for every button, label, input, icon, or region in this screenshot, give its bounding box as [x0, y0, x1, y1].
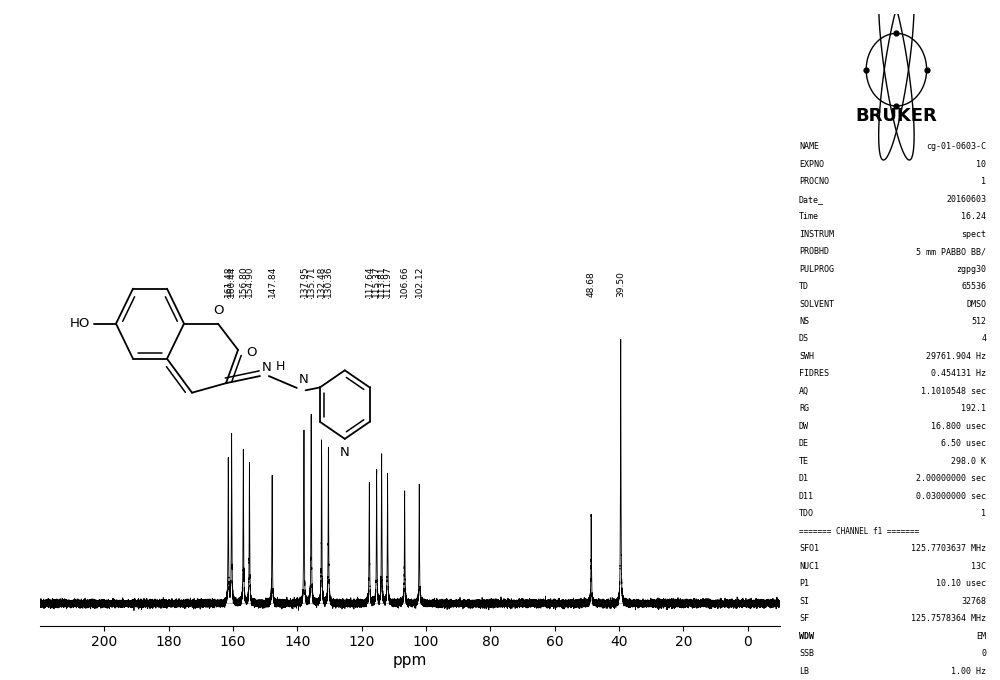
- Text: 137.95: 137.95: [299, 265, 308, 296]
- Text: 125.7578364 MHz: 125.7578364 MHz: [911, 614, 986, 623]
- Text: N: N: [298, 373, 308, 386]
- Text: 6.50 usec: 6.50 usec: [941, 439, 986, 448]
- Text: DMSO: DMSO: [966, 299, 986, 309]
- Text: SI: SI: [799, 596, 809, 606]
- Text: 512: 512: [971, 317, 986, 326]
- Text: SSB: SSB: [799, 649, 814, 658]
- Text: 102.12: 102.12: [415, 265, 424, 296]
- Text: INSTRUM: INSTRUM: [799, 230, 834, 239]
- Text: 106.66: 106.66: [400, 265, 409, 296]
- Text: SF: SF: [799, 614, 809, 623]
- Text: D1: D1: [799, 475, 809, 483]
- Text: 48.68: 48.68: [587, 271, 596, 296]
- Text: P1: P1: [799, 579, 809, 588]
- Text: O: O: [214, 304, 224, 317]
- Text: 132.48: 132.48: [317, 265, 326, 296]
- Text: PULPROG: PULPROG: [799, 265, 834, 273]
- Text: 4: 4: [981, 335, 986, 343]
- Text: 29761.904 Hz: 29761.904 Hz: [926, 352, 986, 361]
- Text: D11: D11: [799, 492, 814, 500]
- Text: EM: EM: [976, 632, 986, 641]
- Text: 192.1: 192.1: [961, 405, 986, 413]
- Text: PROCNO: PROCNO: [799, 177, 829, 186]
- Text: 1.1010548 sec: 1.1010548 sec: [921, 387, 986, 396]
- Text: 10: 10: [976, 160, 986, 169]
- Text: LB: LB: [799, 666, 809, 676]
- Text: 0.03000000 sec: 0.03000000 sec: [916, 492, 986, 500]
- Text: 1: 1: [981, 509, 986, 518]
- Text: 20160603: 20160603: [946, 194, 986, 204]
- Text: SWH: SWH: [799, 352, 814, 361]
- Text: 125.7703637 MHz: 125.7703637 MHz: [911, 544, 986, 554]
- Text: 2.00000000 sec: 2.00000000 sec: [916, 475, 986, 483]
- Text: AQ: AQ: [799, 387, 809, 396]
- Text: 135.71: 135.71: [307, 265, 316, 296]
- Text: RG: RG: [799, 405, 809, 413]
- Text: TDO: TDO: [799, 509, 814, 518]
- Text: DS: DS: [799, 335, 809, 343]
- Text: TE: TE: [799, 457, 809, 466]
- Text: 161.48: 161.48: [224, 265, 233, 296]
- Text: 117.64: 117.64: [365, 265, 374, 296]
- Text: zgpg30: zgpg30: [956, 265, 986, 273]
- Text: ======= CHANNEL f1 =======: ======= CHANNEL f1 =======: [799, 527, 919, 536]
- Text: FIDRES: FIDRES: [799, 369, 829, 379]
- Text: TD: TD: [799, 282, 809, 291]
- X-axis label: ppm: ppm: [393, 653, 427, 668]
- Text: NUC1: NUC1: [799, 562, 819, 571]
- Text: 65536: 65536: [961, 282, 986, 291]
- Text: BRUKER: BRUKER: [856, 107, 937, 125]
- Text: EXPNO: EXPNO: [799, 160, 824, 169]
- Text: 147.84: 147.84: [268, 265, 277, 296]
- Text: spect: spect: [961, 230, 986, 239]
- Text: SOLVENT: SOLVENT: [799, 299, 834, 309]
- Text: 1: 1: [981, 177, 986, 186]
- Text: H: H: [276, 360, 285, 373]
- Text: HO: HO: [70, 317, 90, 330]
- Text: N: N: [262, 360, 272, 374]
- Text: 0: 0: [981, 649, 986, 658]
- Text: 298.0 K: 298.0 K: [951, 457, 986, 466]
- Text: 39.50: 39.50: [616, 271, 625, 296]
- Text: 115.37: 115.37: [372, 265, 381, 296]
- Text: Time: Time: [799, 212, 819, 221]
- Text: 156.80: 156.80: [239, 265, 248, 296]
- Text: cg-01-0603-C: cg-01-0603-C: [926, 142, 986, 151]
- Text: NAME: NAME: [799, 142, 819, 151]
- Text: 130.36: 130.36: [324, 265, 333, 296]
- Text: PROBHD: PROBHD: [799, 247, 829, 256]
- Text: 1.00 Hz: 1.00 Hz: [951, 666, 986, 676]
- Text: 0.454131 Hz: 0.454131 Hz: [931, 369, 986, 379]
- Text: WDW: WDW: [799, 632, 814, 641]
- Text: 154.90: 154.90: [245, 265, 254, 296]
- Text: N: N: [340, 446, 350, 459]
- Text: DW: DW: [799, 422, 809, 431]
- Text: 5 mm PABBO BB/: 5 mm PABBO BB/: [916, 247, 986, 256]
- Text: 16.800 usec: 16.800 usec: [931, 422, 986, 431]
- Text: NS: NS: [799, 317, 809, 326]
- Text: 111.97: 111.97: [383, 265, 392, 296]
- Text: Date_: Date_: [799, 194, 824, 204]
- Text: 32768: 32768: [961, 596, 986, 606]
- Text: 13C: 13C: [971, 562, 986, 571]
- Text: 16.24: 16.24: [961, 212, 986, 221]
- Text: 113.81: 113.81: [377, 265, 386, 296]
- Text: 10.10 usec: 10.10 usec: [936, 579, 986, 588]
- Text: 160.44: 160.44: [227, 265, 236, 296]
- Text: DE: DE: [799, 439, 809, 448]
- Text: O: O: [246, 345, 256, 359]
- Text: SFO1: SFO1: [799, 544, 819, 554]
